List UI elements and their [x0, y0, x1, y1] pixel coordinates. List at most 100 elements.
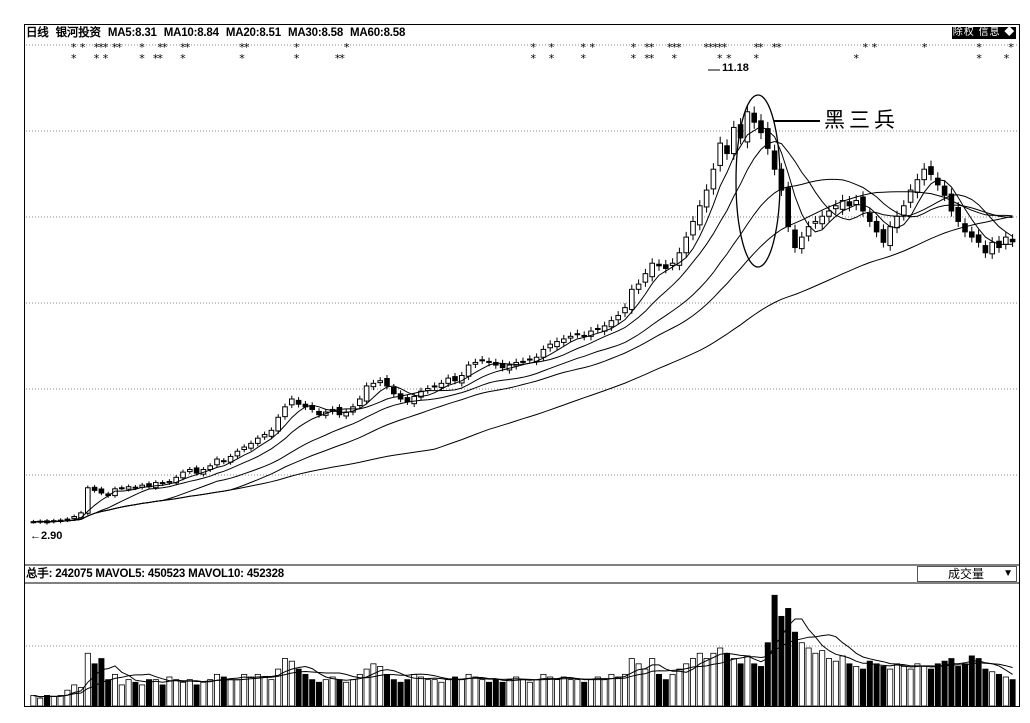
candle-body [635, 283, 642, 290]
volume-bar [431, 679, 438, 707]
volume-bar [642, 668, 649, 707]
volume-bar [268, 679, 275, 707]
ma30-value: 8.58 [321, 27, 344, 39]
ma5-line [33, 125, 1013, 523]
signal-marker-bottom: * [976, 52, 982, 65]
high-price-marker: 11.18 [722, 62, 749, 74]
volume-bar [261, 676, 268, 707]
candle-body [404, 397, 411, 403]
candle-body [867, 212, 873, 222]
volume-bar [30, 695, 37, 707]
volume-bar [220, 676, 227, 707]
volume-bar [900, 666, 907, 707]
total-label: 总手: [26, 568, 53, 580]
signal-marker-top: * [590, 41, 596, 54]
signal-marker-top: * [549, 41, 555, 54]
signal-marker-top: * [649, 41, 655, 54]
low-price-value: 2.90 [41, 530, 63, 542]
volume-bar [254, 673, 261, 707]
volume-bar [948, 658, 955, 707]
volume-bar [853, 666, 860, 707]
volume-bar [309, 679, 316, 707]
candle-body [724, 145, 730, 155]
volume-bar [914, 663, 921, 707]
volume-bar [1002, 676, 1009, 707]
volume-bar [656, 673, 663, 707]
candle-body [873, 220, 880, 233]
volume-bar [622, 673, 629, 707]
volume-bar [44, 695, 51, 707]
ma60-readout: MA60:8.58 [350, 27, 405, 39]
volume-bar [112, 673, 119, 707]
volume-bar [465, 673, 472, 707]
signal-marker-top: * [676, 41, 682, 54]
volume-bar [560, 676, 567, 707]
candle-body [853, 200, 860, 206]
volume-bar [832, 660, 839, 707]
volume-bar [588, 679, 595, 707]
info-button[interactable]: 除权 信息 ◆ [952, 27, 1016, 39]
ma10-line [33, 140, 1013, 523]
volume-bar [281, 658, 288, 707]
signal-marker-top: * [244, 41, 250, 54]
candle-body [819, 215, 826, 225]
volume-bar [295, 668, 302, 707]
candle-body [547, 343, 554, 349]
candle-body [153, 482, 159, 489]
volume-bar [703, 658, 710, 707]
volume-bar [717, 647, 724, 707]
signal-marker-bottom: * [103, 52, 109, 65]
candle-body [975, 234, 982, 243]
ma10-readout: MA10:8.84 [164, 27, 219, 39]
volume-bar [921, 666, 928, 707]
volume-bar [941, 660, 948, 707]
indicator-dropdown[interactable]: 成交量 ▼ [917, 566, 1017, 582]
candle-body [731, 126, 737, 155]
signal-marker-bottom: * [157, 52, 163, 65]
candle-body [826, 210, 832, 217]
volume-bar [50, 696, 57, 707]
candle-body [282, 406, 288, 418]
volume-bar [628, 658, 635, 707]
candle-body [771, 150, 778, 170]
signal-marker-top: * [239, 41, 245, 54]
mavol5-label: MAVOL5: [95, 568, 145, 580]
volume-bar [377, 666, 384, 707]
volume-bar [846, 663, 853, 707]
volume-bar [485, 681, 492, 707]
candle-body [377, 380, 383, 384]
volume-bar [336, 679, 343, 707]
volume-bar [458, 679, 465, 707]
volume-bar [247, 676, 254, 707]
volume-bar [662, 679, 669, 707]
candle-body [710, 168, 717, 190]
volume-bar [683, 663, 690, 707]
signal-marker-top: * [717, 41, 723, 54]
volume-bar [934, 663, 941, 707]
signal-marker-top: * [644, 41, 650, 54]
volume-bar [78, 687, 85, 707]
candle-body [336, 406, 343, 416]
candle-body [479, 359, 485, 362]
volume-bar [105, 679, 112, 707]
pattern-annotation: 黑三兵 [824, 108, 899, 132]
volume-bar [989, 671, 996, 707]
signal-marker-bottom: * [753, 52, 759, 65]
ma20-readout: MA20:8.51 [226, 27, 281, 39]
volume-bar [411, 673, 418, 707]
signal-marker-bottom: * [581, 52, 587, 65]
signal-marker-top: * [103, 41, 109, 54]
candle-body [663, 264, 669, 269]
candle-body [261, 434, 268, 438]
volume-bar [826, 658, 833, 707]
volume-bar [125, 679, 132, 707]
candle-body [982, 245, 989, 254]
candle-body [527, 358, 533, 361]
candle-body [962, 223, 968, 233]
signal-marker-top: * [872, 41, 878, 54]
signal-marker-top: * [116, 41, 122, 54]
volume-bar [227, 679, 234, 707]
candle-body [928, 166, 934, 175]
candle-body [839, 200, 846, 210]
candle-body [1003, 236, 1009, 245]
